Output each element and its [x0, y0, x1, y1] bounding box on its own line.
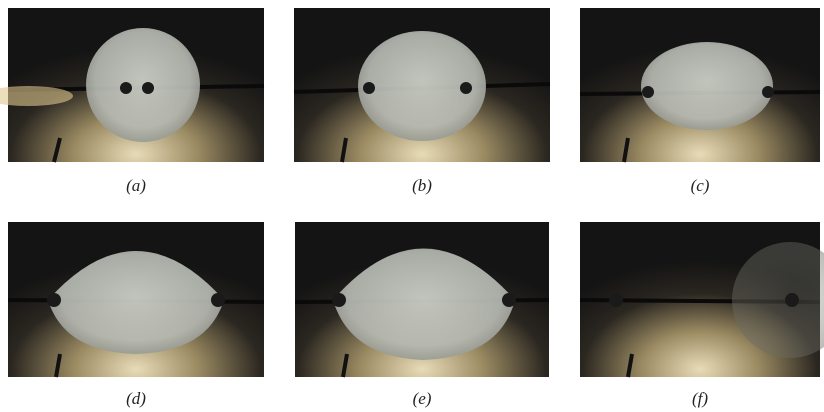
photo-a	[0, 8, 264, 162]
page: (a) (b) (c) (d) (e) (f) (() => { const d…	[0, 0, 824, 412]
photo-b	[294, 8, 550, 162]
photo-f	[580, 222, 824, 377]
caption: (f)	[692, 389, 708, 408]
caption: (c)	[691, 176, 710, 195]
caption: (a)	[126, 176, 146, 195]
caption: (e)	[413, 389, 432, 408]
photo-c	[580, 8, 820, 162]
photo-d	[8, 222, 264, 377]
photo-e	[295, 222, 549, 377]
figure: (a) (b) (c) (d) (e) (f)	[0, 0, 824, 412]
caption: (d)	[126, 389, 146, 408]
caption: (b)	[412, 176, 432, 195]
